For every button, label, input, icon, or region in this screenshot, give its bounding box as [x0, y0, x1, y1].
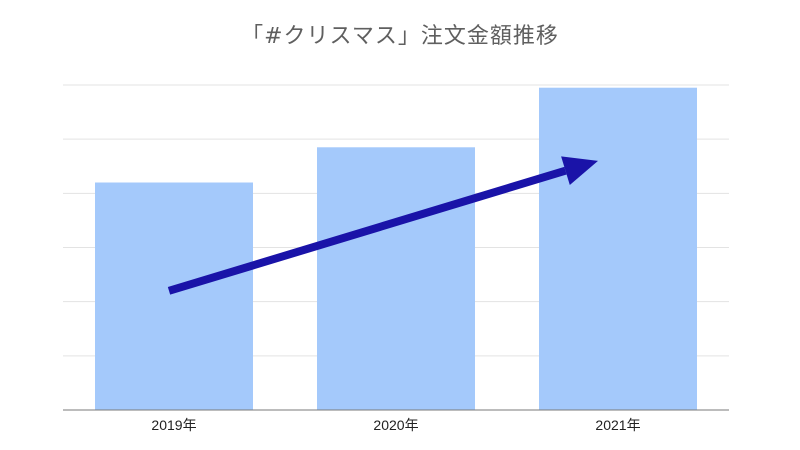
bar-3 — [539, 87, 697, 410]
x-tick-label: 2019年 — [151, 417, 196, 433]
chart-title: 「#クリスマス」注文金額推移 — [241, 24, 559, 49]
trend-arrow-head — [561, 156, 598, 186]
bar-1 — [95, 182, 253, 410]
trend-arrow-shaft — [167, 166, 567, 295]
x-tick-label: 2021年 — [595, 417, 640, 433]
bar-2 — [317, 147, 475, 410]
x-tick-label: 2020年 — [373, 417, 418, 433]
